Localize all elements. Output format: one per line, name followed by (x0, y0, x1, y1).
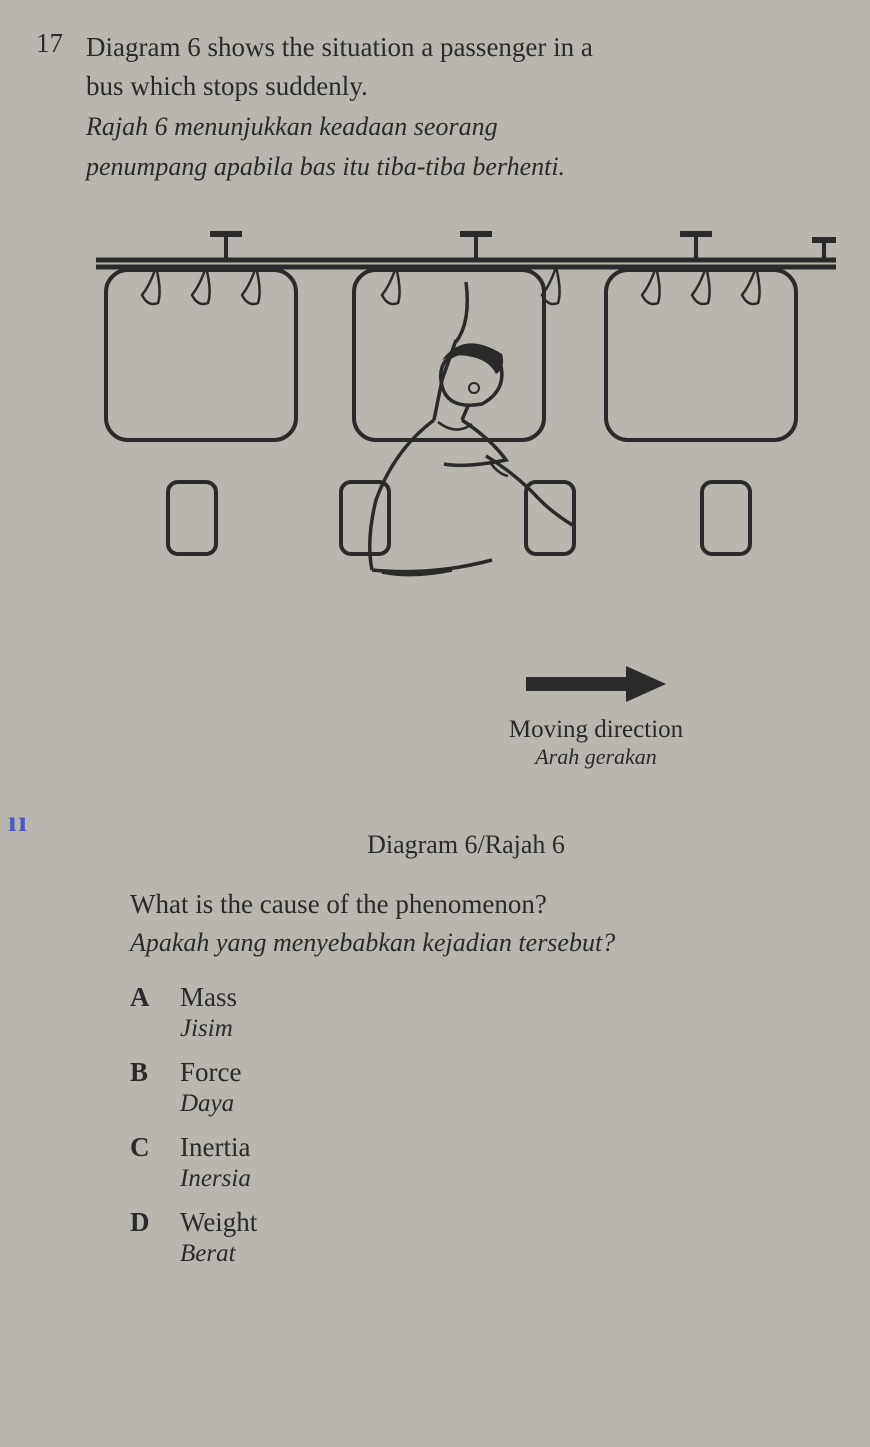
option-letter: D (130, 1207, 156, 1268)
subquestion-en: What is the cause of the phenomenon? (130, 886, 846, 924)
option-malay: Daya (180, 1090, 241, 1118)
direction-label-en: Moving direction (436, 716, 756, 744)
question-block: 17 Diagram 6 shows the situation a passe… (36, 28, 828, 1282)
question-en-line1: Diagram 6 shows the situation a passenge… (86, 28, 846, 67)
option-letter: C (130, 1132, 156, 1193)
option-malay: Inersia (180, 1165, 251, 1193)
question-number: 17 (36, 28, 72, 1282)
options-list: A MassJisim B ForceDaya C InertiaInersia D Weig… (130, 982, 846, 1268)
option-texts: WeightBerat (180, 1207, 257, 1268)
option-en: Weight (180, 1207, 257, 1238)
option-b[interactable]: B ForceDaya (130, 1057, 846, 1118)
bus-diagram (86, 220, 846, 580)
direction-label-malay: Arah gerakan (436, 744, 756, 770)
option-letter: B (130, 1057, 156, 1118)
handwritten-mark: ıı (8, 805, 29, 839)
question-malay-line2: penumpang apabila bas itu tiba-tiba berh… (86, 148, 846, 186)
option-letter: A (130, 982, 156, 1043)
subquestion-malay: Apakah yang menyebabkan kejadian tersebu… (130, 925, 846, 961)
option-texts: InertiaInersia (180, 1132, 251, 1193)
option-en: Force (180, 1057, 241, 1088)
option-en: Mass (180, 982, 237, 1013)
option-texts: ForceDaya (180, 1057, 241, 1118)
option-malay: Jisim (180, 1015, 237, 1043)
diagram-caption: Diagram 6/Rajah 6 (86, 830, 846, 860)
question-en-line2: bus which stops suddenly. (86, 67, 846, 106)
option-c[interactable]: C InertiaInersia (130, 1132, 846, 1193)
direction-block: Moving direction Arah gerakan (436, 662, 756, 770)
option-a[interactable]: A MassJisim (130, 982, 846, 1043)
question-body: Diagram 6 shows the situation a passenge… (86, 28, 846, 1282)
subquestion: What is the cause of the phenomenon? Apa… (86, 886, 846, 1268)
diagram-area: Moving direction Arah gerakan (86, 220, 846, 610)
question-malay-line1: Rajah 6 menunjukkan keadaan seorang (86, 108, 846, 146)
option-texts: MassJisim (180, 982, 237, 1043)
option-malay: Berat (180, 1240, 257, 1268)
option-en: Inertia (180, 1132, 251, 1163)
direction-arrow-icon (516, 662, 676, 706)
option-d[interactable]: D WeightBerat (130, 1207, 846, 1268)
